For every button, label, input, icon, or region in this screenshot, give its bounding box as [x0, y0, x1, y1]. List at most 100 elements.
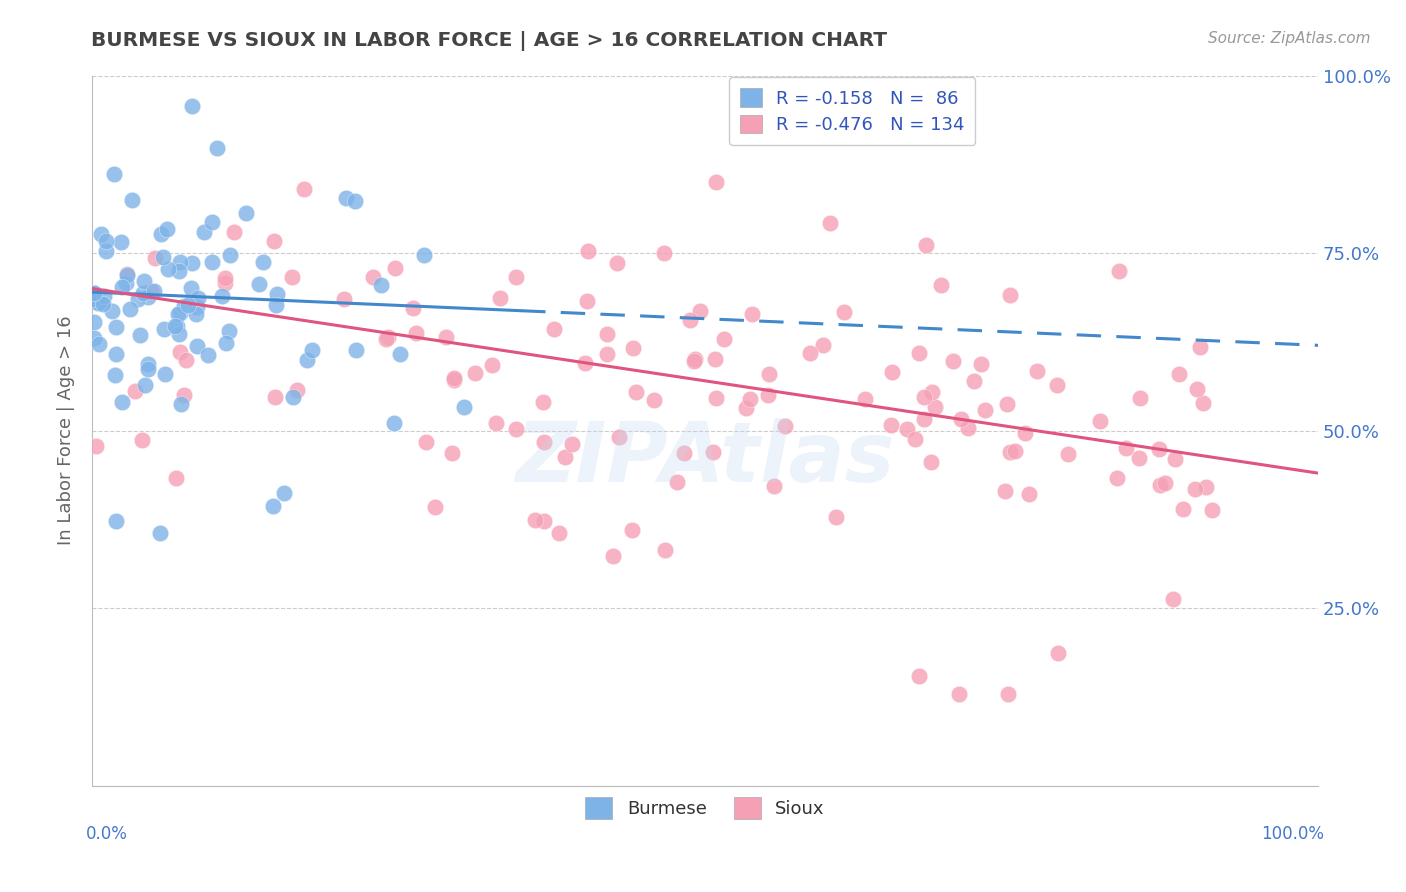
Point [1056, 447, 1078, 461]
Point [882, 366, 904, 380]
Point [1004, 444, 1026, 458]
Point [464, 366, 486, 380]
Point [505, 422, 527, 436]
Point [1173, 502, 1195, 516]
Point [1161, 592, 1184, 607]
Point [1046, 377, 1069, 392]
Point [908, 668, 931, 682]
Point [654, 246, 676, 260]
Point [166, 308, 188, 322]
Point [263, 234, 285, 248]
Point [91, 297, 114, 311]
Point [574, 356, 596, 370]
Point [129, 327, 152, 342]
Point [689, 304, 711, 318]
Point [606, 256, 628, 270]
Point [214, 270, 236, 285]
Point [1018, 487, 1040, 501]
Point [264, 391, 287, 405]
Point [297, 352, 319, 367]
Point [548, 525, 571, 540]
Point [1105, 471, 1128, 485]
Point [115, 267, 138, 281]
Point [704, 175, 727, 189]
Point [101, 304, 124, 318]
Point [247, 277, 270, 291]
Point [1164, 452, 1187, 467]
Point [105, 347, 128, 361]
Point [201, 254, 224, 268]
Point [576, 244, 599, 258]
Text: 0.0%: 0.0% [86, 824, 128, 843]
Point [165, 471, 187, 485]
Point [163, 318, 186, 333]
Y-axis label: In Labor Force | Age > 16: In Labor Force | Age > 16 [58, 316, 75, 545]
Point [273, 486, 295, 500]
Point [1128, 391, 1150, 405]
Point [382, 416, 405, 430]
Point [443, 371, 465, 385]
Point [773, 419, 796, 434]
Point [1167, 367, 1189, 381]
Point [83, 285, 105, 300]
Point [443, 373, 465, 387]
Point [1025, 364, 1047, 378]
Point [912, 412, 935, 426]
Point [266, 287, 288, 301]
Point [673, 446, 696, 460]
Text: ZIPAtlas: ZIPAtlas [516, 418, 894, 500]
Point [485, 416, 508, 430]
Point [111, 395, 134, 409]
Point [141, 284, 163, 298]
Point [87, 337, 110, 351]
Point [143, 284, 166, 298]
Point [252, 254, 274, 268]
Point [169, 345, 191, 359]
Point [121, 193, 143, 207]
Point [176, 298, 198, 312]
Point [949, 412, 972, 426]
Point [115, 276, 138, 290]
Point [942, 353, 965, 368]
Point [1115, 441, 1137, 455]
Point [235, 206, 257, 220]
Point [1128, 450, 1150, 465]
Point [134, 378, 156, 392]
Point [596, 346, 619, 360]
Point [415, 434, 437, 449]
Point [1192, 396, 1215, 410]
Point [683, 354, 706, 368]
Point [1147, 442, 1170, 457]
Point [132, 286, 155, 301]
Point [880, 418, 903, 433]
Point [963, 375, 986, 389]
Point [654, 542, 676, 557]
Point [90, 227, 112, 241]
Point [104, 368, 127, 383]
Point [127, 292, 149, 306]
Point [205, 140, 228, 154]
Point [167, 327, 190, 342]
Point [704, 391, 727, 405]
Point [169, 254, 191, 268]
Point [104, 320, 127, 334]
Point [110, 235, 132, 249]
Point [621, 341, 644, 355]
Point [756, 388, 779, 402]
Point [118, 301, 141, 316]
Point [389, 347, 412, 361]
Point [136, 357, 159, 371]
Point [83, 292, 105, 306]
Point [533, 435, 555, 450]
Point [1014, 426, 1036, 441]
Point [402, 301, 425, 316]
Point [481, 358, 503, 372]
Point [156, 261, 179, 276]
Point [820, 216, 842, 230]
Point [131, 433, 153, 447]
Point [333, 292, 356, 306]
Point [370, 277, 392, 292]
Point [734, 401, 756, 415]
Point [957, 421, 980, 435]
Point [811, 338, 834, 352]
